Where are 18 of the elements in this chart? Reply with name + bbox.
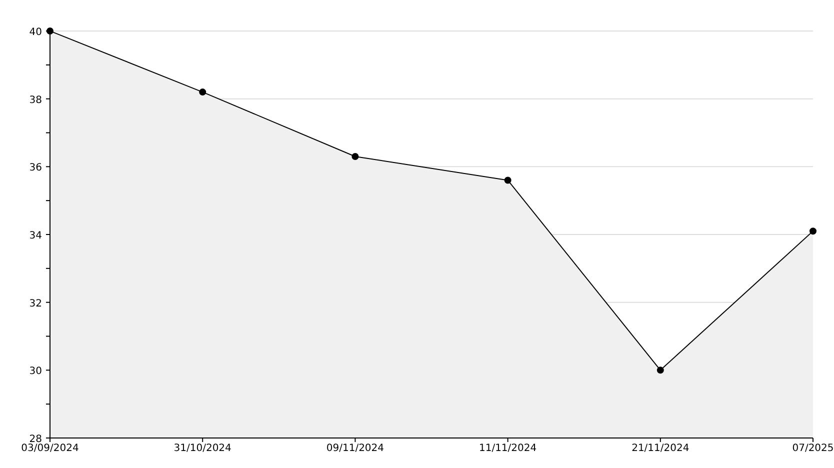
point: [199, 88, 206, 96]
y-tick-label: 30: [29, 366, 42, 378]
y-tick-label: 28: [29, 434, 42, 445]
point: [656, 366, 664, 374]
y-tick-label: 34: [29, 230, 42, 242]
point: [504, 176, 512, 184]
x-tick-label: 07/2025: [792, 443, 834, 454]
y-tick-label: 38: [29, 94, 42, 106]
x-tick-label: 03/09/2024: [21, 443, 79, 454]
y-tick-label: 40: [29, 27, 42, 38]
y-tick-label: 32: [29, 298, 42, 310]
point: [810, 228, 816, 235]
y-tick-label: 36: [29, 162, 42, 174]
x-tick-label: 21/11/2024: [632, 443, 690, 454]
x-tick-label: 09/11/2024: [326, 443, 384, 454]
point: [352, 152, 359, 160]
x-tick-label: 11/11/2024: [478, 443, 537, 454]
x-tick-label: 31/10/2024: [174, 443, 232, 454]
